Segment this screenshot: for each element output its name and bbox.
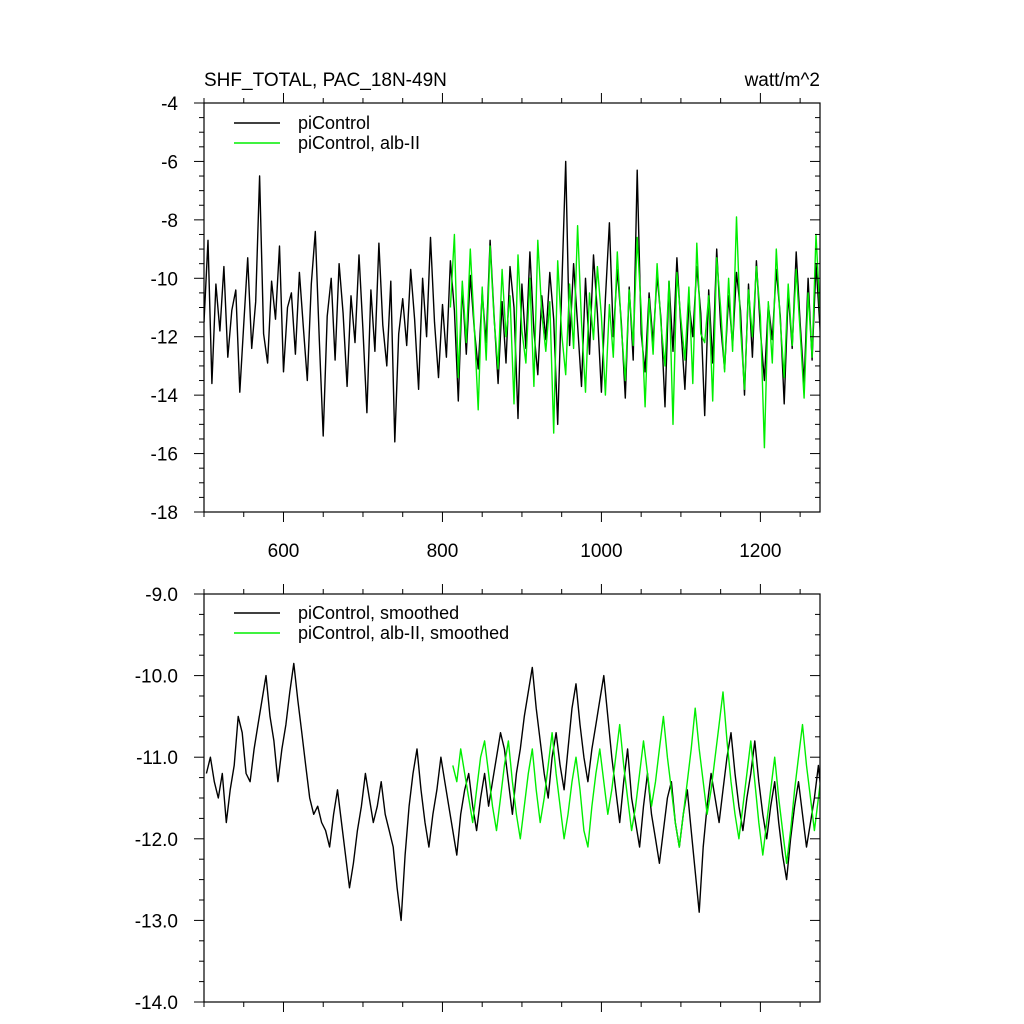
y-tick-label: -14	[151, 386, 179, 407]
x-tick-label: 1200	[739, 541, 781, 562]
x-tick-label: 800	[427, 541, 459, 562]
x-tick-label: 1000	[580, 541, 622, 562]
y-tick-label: -10	[151, 269, 178, 290]
x-tick-label: 600	[268, 541, 300, 562]
y-tick-label: -18	[151, 503, 178, 524]
y-tick-label: -12	[151, 328, 178, 349]
y-tick-label: -16	[151, 445, 178, 466]
y-tick-label: -13.0	[135, 911, 178, 932]
legend-label: piControl, alb-II, smoothed	[298, 623, 509, 643]
plot-frame	[203, 593, 821, 1003]
y-tick-label: -8	[161, 211, 178, 232]
series-line-picontrol	[204, 160, 820, 443]
legend-label: piControl, smoothed	[298, 603, 459, 623]
series-line-alb-ii	[449, 216, 820, 449]
y-tick-label: -14.0	[135, 993, 178, 1014]
y-tick-label: -6	[161, 152, 178, 173]
series-line-picontrol	[205, 662, 820, 922]
chart-title: SHF_TOTAL, PAC_18N-49N	[204, 70, 447, 91]
legend-label: piControl, alb-II	[298, 133, 420, 153]
y-tick-label: -11.0	[136, 748, 178, 769]
series-line-alb-ii	[452, 691, 820, 864]
bottom-panel: -9.0 -10.0 -11.0 -12.0 -13.0 -14.0 piControl, …	[135, 584, 821, 1014]
top-panel: -4 -6 -8 -10 -12 -14 -16 -18 600 800 1000 1200 piCon…	[151, 93, 821, 562]
legend-label: piControl	[298, 113, 370, 133]
y-tick-label: -10.0	[135, 667, 178, 688]
y-tick-label: -9.0	[145, 585, 178, 606]
y-tick-label: -12.0	[135, 830, 178, 851]
y-tick-label: -4	[161, 94, 178, 115]
units-label: watt/m^2	[744, 70, 820, 91]
